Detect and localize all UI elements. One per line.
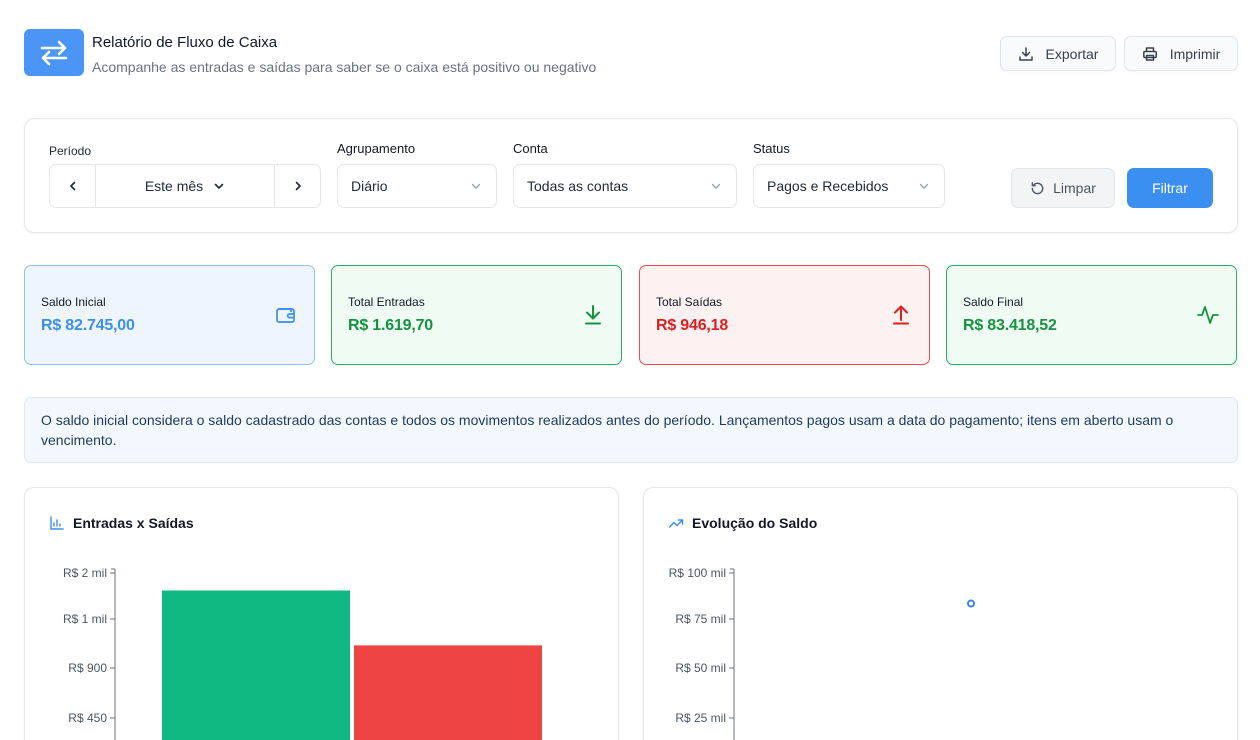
export-label: Exportar: [1045, 45, 1099, 62]
summary-label: Total Saídas: [656, 295, 723, 309]
summary-card-initial-balance: Saldo Inicial R$ 82.745,00: [24, 265, 315, 365]
period-value: Este mês: [144, 178, 204, 194]
summary-value: R$ 1.619,70: [348, 317, 433, 334]
summary-value: R$ 83.418,52: [963, 317, 1057, 334]
grouping-value: Diário: [351, 178, 388, 194]
y-tick-label: R$ 100 mil: [669, 566, 726, 580]
summary-card-total-expenses: Total Saídas R$ 946,18: [639, 265, 930, 365]
summary-label: Saldo Inicial: [41, 295, 106, 309]
previous-period-button[interactable]: [50, 165, 95, 207]
clear-filters-button[interactable]: Limpar: [1011, 168, 1115, 208]
period-label: Período: [49, 144, 92, 158]
chart-card-income-expenses: Entradas x Saídas R$ 2 mil R$ 1 mil R$ 900…: [24, 487, 619, 740]
download-icon: [1018, 46, 1033, 61]
filter-label: Filtrar: [1152, 180, 1188, 196]
arrow-down-icon: [585, 305, 601, 325]
income-expenses-chart: R$ 2 mil R$ 1 mil R$ 900 R$ 450: [63, 566, 542, 740]
y-tick-label: R$ 25 mil: [675, 711, 726, 725]
summary-value: R$ 82.745,00: [41, 317, 135, 334]
balance-evolution-chart: R$ 100 mil R$ 75 mil R$ 50 mil R$ 25 mil: [669, 566, 975, 740]
activity-icon: [1197, 306, 1219, 324]
trending-up-icon: [668, 519, 684, 528]
period-dropdown[interactable]: Este mês: [95, 165, 275, 207]
bar-chart-icon: [50, 516, 64, 530]
clear-label: Limpar: [1053, 180, 1096, 196]
page-title: Relatório de Fluxo de Caixa: [92, 34, 278, 51]
next-period-button[interactable]: [275, 165, 320, 207]
status-label: Status: [753, 141, 790, 156]
summary-label: Saldo Final: [963, 295, 1024, 309]
chevron-down-icon: [711, 183, 721, 189]
app-logo-icon: [24, 29, 84, 76]
status-value: Pagos e Recebidos: [767, 178, 889, 194]
info-note: O saldo inicial considera o saldo cadast…: [24, 397, 1238, 463]
balance-point: [967, 599, 975, 608]
status-select[interactable]: Pagos e Recebidos: [753, 164, 945, 208]
bar-entradas: [162, 590, 350, 740]
y-tick-label: R$ 50 mil: [675, 661, 726, 675]
chevron-down-icon: [214, 183, 224, 189]
grouping-label: Agrupamento: [337, 141, 416, 156]
swap-arrows-icon: [40, 40, 68, 65]
chart-title: Entradas x Saídas: [73, 515, 194, 531]
page-subtitle: Acompanhe as entradas e saídas para sabe…: [92, 59, 597, 75]
summary-label: Total Entradas: [348, 295, 425, 309]
print-label: Imprimir: [1169, 45, 1221, 62]
printer-icon: [1142, 46, 1157, 61]
summary-card-total-income: Total Entradas R$ 1.619,70: [331, 265, 622, 365]
y-tick-label: R$ 2 mil: [63, 566, 107, 580]
print-button[interactable]: Imprimir: [1124, 36, 1238, 71]
account-label: Conta: [513, 141, 548, 156]
summary-card-final-balance: Saldo Final R$ 83.418,52: [946, 265, 1237, 365]
chevron-right-icon: [295, 181, 301, 191]
chart-title: Evolução do Saldo: [692, 515, 818, 531]
export-button[interactable]: Exportar: [1000, 36, 1116, 71]
period-selector: Este mês: [49, 164, 321, 208]
y-tick-label: R$ 1 mil: [63, 612, 107, 626]
summary-value: R$ 946,18: [656, 317, 729, 334]
chart-card-balance-evolution: Evolução do Saldo R$ 100 mil R$ 75 mil R$ …: [643, 487, 1238, 740]
chevron-down-icon: [919, 183, 929, 189]
wallet-icon: [276, 308, 295, 323]
chevron-down-icon: [471, 183, 481, 189]
reset-icon: [1031, 181, 1044, 194]
filter-button[interactable]: Filtrar: [1127, 168, 1213, 208]
bar-saidas: [354, 645, 542, 740]
y-tick-label: R$ 900: [68, 661, 107, 675]
account-select[interactable]: Todas as contas: [513, 164, 737, 208]
account-value: Todas as contas: [527, 178, 629, 194]
grouping-select[interactable]: Diário: [337, 164, 497, 208]
arrow-up-icon: [893, 305, 909, 325]
y-tick-label: R$ 75 mil: [675, 612, 726, 626]
y-tick-label: R$ 450: [68, 711, 107, 725]
chevron-left-icon: [69, 181, 75, 191]
